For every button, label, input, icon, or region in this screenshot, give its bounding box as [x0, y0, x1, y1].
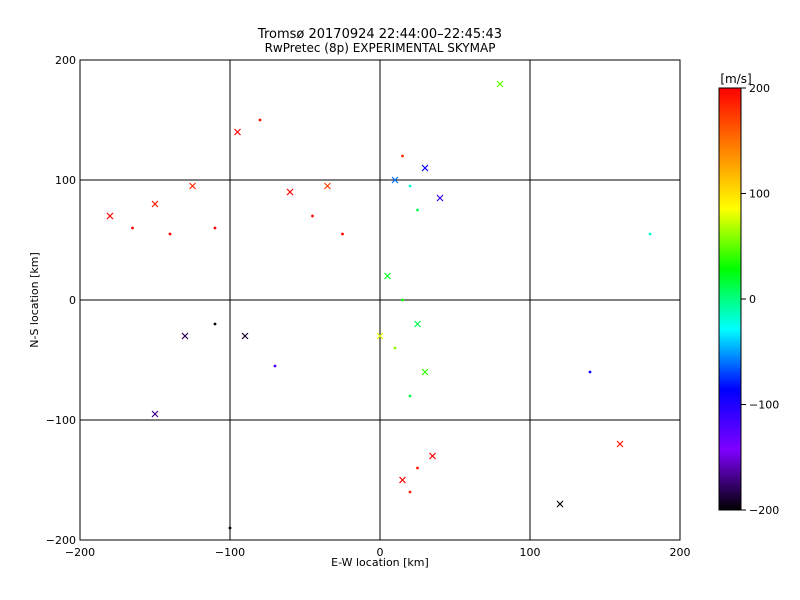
data-point-x [286, 188, 294, 196]
x-tick-label: 0 [377, 546, 384, 559]
data-point [213, 322, 217, 326]
chart-subtitle: RwPretec (8p) EXPERIMENTAL SKYMAP [265, 41, 496, 55]
data-point [648, 232, 652, 236]
data-point [258, 118, 262, 122]
data-point [213, 226, 217, 230]
data-point-x [376, 332, 384, 340]
y-tick-label: 0 [69, 294, 76, 307]
data-point [408, 490, 412, 494]
data-points [106, 80, 652, 530]
colorbar-tick-label: −200 [749, 504, 779, 517]
x-tick-label: 100 [520, 546, 541, 559]
colorbar-gradient [718, 87, 742, 511]
data-point-x [234, 128, 241, 136]
y-axis-ticks: −200 −100 0 100 200 [46, 54, 76, 547]
data-point-x [181, 332, 189, 340]
colorbar-tick-label: 200 [749, 82, 770, 95]
data-point-x [421, 368, 429, 376]
data-point-x [399, 476, 406, 484]
data-point-x [106, 212, 114, 220]
data-point [416, 466, 419, 470]
data-point-x [324, 182, 331, 190]
data-point-x [384, 272, 391, 280]
x-tick-label: 200 [670, 546, 691, 559]
data-point [408, 394, 412, 398]
x-tick-label: −200 [65, 546, 95, 559]
data-point [408, 184, 412, 188]
data-point [311, 214, 314, 218]
y-tick-label: −100 [46, 414, 76, 427]
data-point [273, 364, 277, 368]
data-point [401, 154, 404, 158]
data-point-x [391, 176, 399, 184]
colorbar-tick-label: −100 [749, 399, 779, 412]
colorbar-label: [m/s] [720, 72, 751, 86]
data-point-x [436, 194, 444, 202]
data-point-x [241, 332, 249, 340]
y-tick-label: 100 [55, 174, 76, 187]
data-point [168, 232, 172, 236]
y-axis-label: N-S location [km] [28, 252, 41, 348]
data-point [341, 232, 344, 236]
y-tick-label: −200 [46, 534, 76, 547]
colorbar: [m/s] 200 100 0 −100 −200 [718, 72, 779, 517]
data-point-x [414, 320, 421, 328]
data-point-x [616, 440, 624, 448]
data-point-x [151, 410, 159, 418]
colorbar-tick-label: 100 [749, 188, 770, 201]
chart-title: Tromsø 20170924 22:44:00–22:45:43 [257, 27, 502, 42]
y-tick-label: 200 [55, 54, 76, 67]
data-point [401, 298, 404, 302]
data-point [131, 226, 134, 230]
data-point [393, 346, 397, 350]
colorbar-tick-label: 0 [749, 293, 756, 306]
data-point-x [556, 500, 564, 508]
data-point-x [429, 452, 436, 460]
data-point-x [421, 164, 429, 172]
data-point-x [189, 182, 196, 190]
data-point-x [151, 200, 159, 208]
x-tick-label: −100 [215, 546, 245, 559]
data-point [228, 526, 232, 530]
data-point [416, 208, 419, 212]
x-axis-ticks: −200 −100 0 100 200 [65, 546, 691, 559]
data-point [588, 370, 592, 374]
colorbar-ticks: 200 100 0 −100 −200 [741, 82, 779, 517]
data-point-x [496, 80, 504, 88]
x-axis-label: E-W location [km] [331, 556, 429, 569]
grid-lines [80, 60, 680, 540]
